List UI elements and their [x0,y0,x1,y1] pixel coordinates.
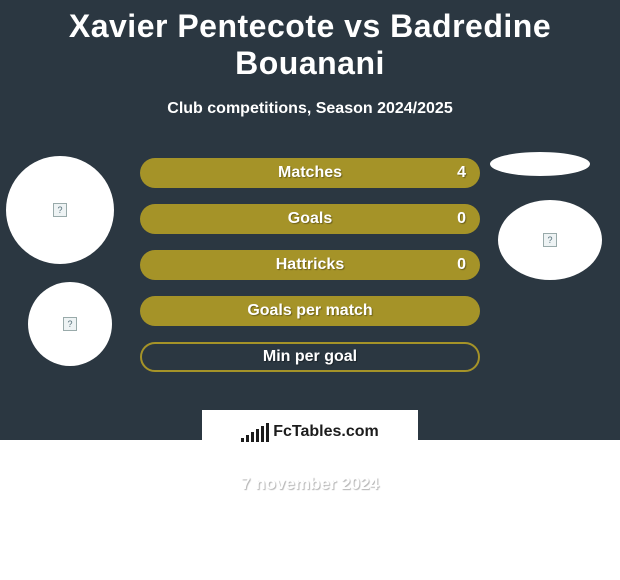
image-placeholder-icon [53,203,67,217]
comparison-subtitle: Club competitions, Season 2024/2025 [0,100,620,118]
stat-label: Goals per match [247,302,372,320]
player-right-shape-top [490,152,590,176]
stat-label: Matches [278,164,342,182]
stat-row-goals-per-match: Goals per match [140,296,480,326]
player-right-avatar [498,200,602,280]
stat-value: 0 [457,256,466,274]
player-left-avatar-top [6,156,114,264]
brand-watermark: FcTables.com [202,410,418,454]
generated-date: 7 november 2024 [0,474,620,494]
brand-text: FcTables.com [273,423,379,441]
stat-row-matches: Matches 4 [140,158,480,188]
stat-label: Goals [288,210,332,228]
stat-row-hattricks: Hattricks 0 [140,250,480,280]
image-placeholder-icon [63,317,77,331]
stat-value: 0 [457,210,466,228]
player-left-avatar-bottom [28,282,112,366]
stat-row-goals: Goals 0 [140,204,480,234]
stat-label: Min per goal [263,348,357,366]
comparison-title: Xavier Pentecote vs Badredine Bouanani [0,0,620,82]
stat-row-min-per-goal: Min per goal [140,342,480,372]
stats-area: Matches 4 Goals 0 Hattricks 0 Goals per … [0,158,620,398]
image-placeholder-icon [543,233,557,247]
brand-bars-icon [241,422,269,442]
content-container: Xavier Pentecote vs Badredine Bouanani C… [0,0,620,494]
stat-label: Hattricks [276,256,344,274]
stat-value: 4 [457,164,466,182]
